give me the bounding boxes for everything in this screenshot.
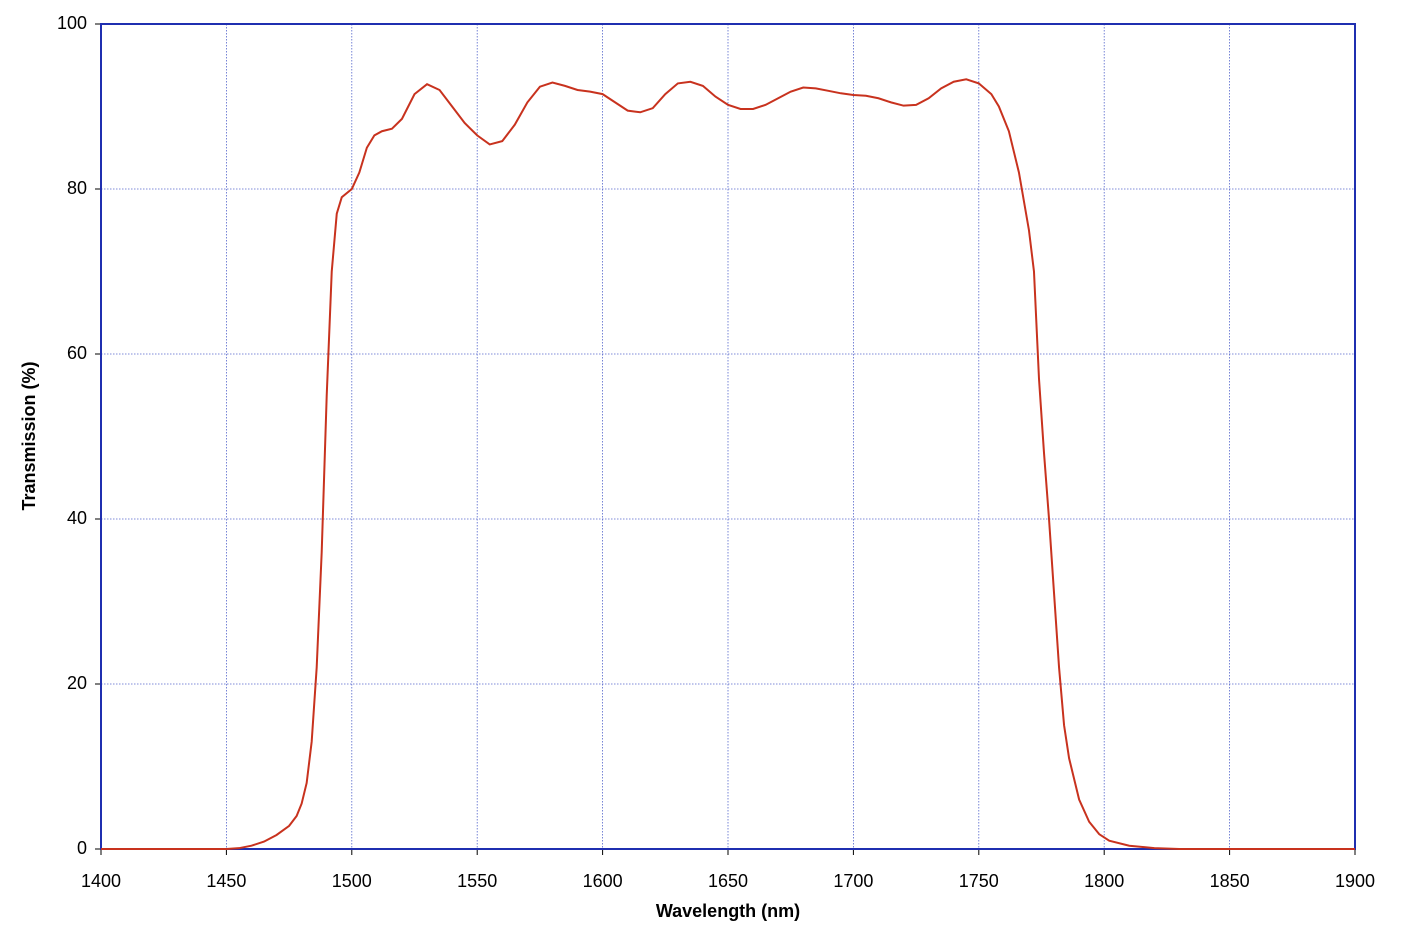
y-axis-title: Transmission (%) xyxy=(19,361,39,510)
x-tick-label: 1450 xyxy=(206,871,246,891)
y-tick-label: 80 xyxy=(67,178,87,198)
x-tick-label: 1500 xyxy=(332,871,372,891)
x-tick-label: 1550 xyxy=(457,871,497,891)
x-axis-title: Wavelength (nm) xyxy=(656,901,800,921)
x-tick-label: 1700 xyxy=(833,871,873,891)
y-tick-label: 40 xyxy=(67,508,87,528)
y-tick-label: 60 xyxy=(67,343,87,363)
x-tick-label: 1850 xyxy=(1210,871,1250,891)
x-tick-label: 1600 xyxy=(583,871,623,891)
x-tick-label: 1900 xyxy=(1335,871,1375,891)
x-tick-label: 1400 xyxy=(81,871,121,891)
x-tick-label: 1750 xyxy=(959,871,999,891)
y-tick-label: 20 xyxy=(67,673,87,693)
x-tick-label: 1800 xyxy=(1084,871,1124,891)
y-tick-label: 100 xyxy=(57,13,87,33)
y-tick-label: 0 xyxy=(77,838,87,858)
x-tick-label: 1650 xyxy=(708,871,748,891)
data-line xyxy=(101,78,1355,850)
plot-frame xyxy=(100,23,1356,850)
